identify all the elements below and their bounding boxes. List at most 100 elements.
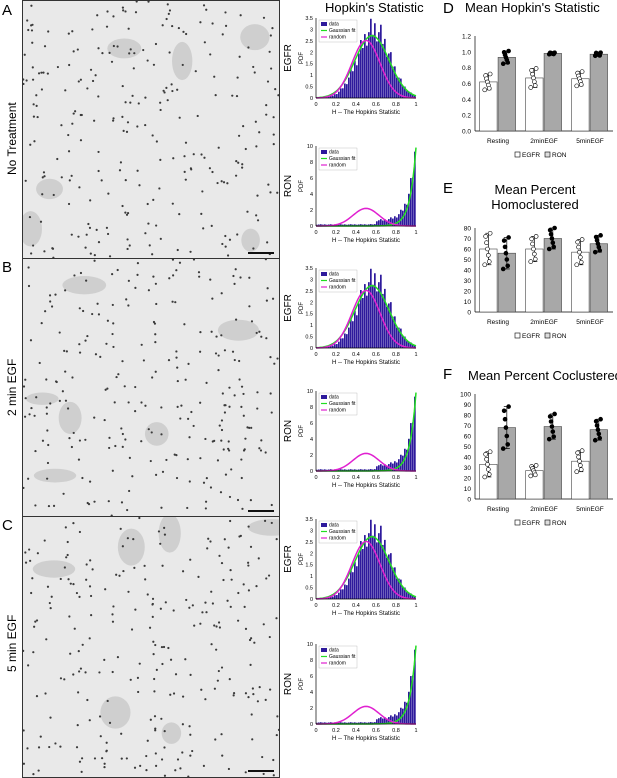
histogram-bar [334,344,336,348]
x-axis-label: H -- The Hopkins Statistic [332,736,400,742]
particle-dot [128,280,130,282]
x-tick-label: 0.2 [332,230,340,236]
histogram-bar [376,41,378,98]
particle-dot [277,94,279,96]
particle-dot [39,362,41,364]
histogram-bar [334,595,336,599]
particle-dot [154,715,156,717]
particle-dot [162,24,164,26]
y-tick-label: 0 [310,96,313,102]
particle-dot [244,606,246,608]
particle-dot [33,116,35,118]
legend-label: Gaussian fit [329,654,356,660]
particle-dot [84,439,86,441]
particle-dot [266,241,268,243]
particle-dot [215,649,217,651]
particle-dot [77,724,79,726]
particle-dot [133,567,135,569]
protein-label: EGFR [283,545,294,573]
particle-dot [89,481,91,483]
particle-dot [56,158,58,160]
particle-dot [67,407,69,409]
particle-dot [95,353,97,355]
data-point [577,245,581,249]
particle-dot [274,88,276,90]
particle-dot [175,673,177,675]
particle-dot [128,52,130,54]
particle-dot [143,359,145,361]
particle-dot [269,356,271,358]
category-label: 2minEGF [530,319,557,326]
particle-dot [152,603,154,605]
particle-dot [96,229,98,231]
particle-dot [131,628,133,630]
particle-dot [108,437,110,439]
y-tick-label: 0 [467,497,471,504]
particle-dot [73,50,75,52]
y-tick-label: 10 [307,642,313,648]
particle-dot [211,225,213,227]
y-tick-label: 20 [464,289,472,296]
histogram-bar [336,94,338,98]
histogram-bar [380,717,382,724]
y-tick-label: 40 [464,268,472,275]
particle-dot [93,417,95,419]
histogram-bar [390,52,392,98]
particle-dot [78,670,80,672]
pdf-label: PDF [299,180,305,192]
x-tick-label: 0.8 [392,728,400,734]
particle-dot [239,276,241,278]
particle-dot [31,577,33,579]
particle-dot [23,487,25,489]
particle-dot [220,491,222,493]
particle-dot [255,121,257,123]
pdf-label: PDF [299,52,305,64]
particle-dot [189,734,191,736]
histogram-bar [344,84,346,98]
pdf-label: PDF [299,302,305,314]
x-tick-label: 0.6 [372,728,380,734]
particle-dot [89,559,91,561]
y-tick-label: 30 [464,465,472,472]
particle-dot [178,27,180,29]
particle-dot [150,460,152,462]
particle-dot [24,551,26,553]
y-tick-label: 1.0 [462,49,471,56]
particle-dot [177,758,179,760]
particle-dot [152,616,154,618]
particle-dot [129,244,131,246]
particle-dot [104,588,106,590]
particle-dot [165,87,167,89]
particle-dot [41,193,43,195]
data-point [553,226,557,230]
particle-dot [126,131,128,133]
particle-dot [54,293,56,295]
particle-dot [240,14,242,16]
y-tick-label: 80 [464,226,472,233]
particle-dot [222,392,224,394]
particle-dot [136,170,138,172]
particle-dot [199,351,201,353]
histogram-bar [356,65,358,98]
particle-dot [167,3,169,5]
particle-dot [206,547,208,549]
micrograph-b [22,258,280,518]
particle-dot [74,110,76,112]
particle-dot [159,543,161,545]
particle-dot [23,763,25,765]
particle-dot [99,356,101,358]
data-point [547,247,551,251]
particle-dot [174,769,176,771]
particle-dot [242,125,244,127]
particle-dot [276,357,278,359]
particle-dot [150,719,152,721]
legend-label: Gaussian fit [329,28,356,34]
particle-dot [127,537,129,539]
data-point [575,263,579,267]
particle-dot [152,598,154,600]
particle-dot [247,564,249,566]
data-point [502,239,506,243]
histogram-bar [370,19,372,98]
histogram-bar [342,589,344,599]
particle-dot [172,259,174,261]
